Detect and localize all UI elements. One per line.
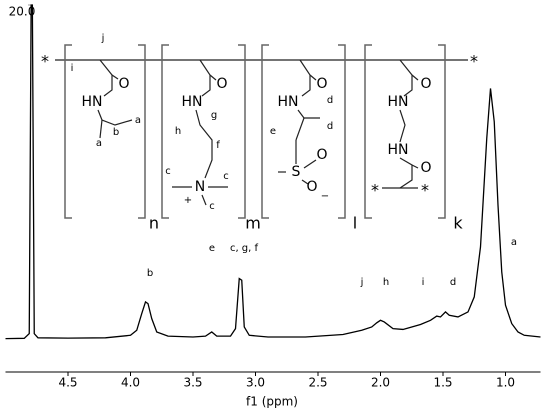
bond: [297, 109, 320, 119]
y-tick-label: 20.0: [9, 5, 36, 19]
peak-label: e: [209, 243, 215, 254]
structure-label: N: [195, 179, 205, 195]
structure-label: d: [327, 95, 333, 106]
structure-label: j: [101, 33, 105, 44]
structure-label: S: [292, 164, 301, 180]
bracket: [161, 44, 169, 219]
structure-label: k: [453, 214, 463, 233]
structure-label: O: [316, 147, 327, 163]
structure-label: *: [41, 52, 49, 71]
bracket: [438, 44, 446, 219]
structure-label: i: [71, 63, 74, 74]
peak-label: h: [383, 277, 389, 288]
peak-label: j: [360, 277, 364, 288]
structure-label: c: [209, 201, 215, 212]
bond: [301, 179, 309, 185]
structure-label: *: [421, 181, 429, 200]
structure-label: O: [306, 179, 317, 195]
x-tick-label: 1.5: [433, 376, 452, 390]
structure-label: f: [216, 140, 220, 151]
structure-label: h: [175, 126, 181, 137]
structure-label: e: [270, 126, 276, 137]
x-tick-label: 4.0: [121, 376, 140, 390]
bond: [201, 194, 207, 206]
structure-label: c: [223, 171, 229, 182]
structure-label: *: [470, 52, 478, 71]
bond: [199, 59, 211, 97]
x-axis-label: f1 (ppm): [246, 395, 298, 409]
bond: [399, 59, 413, 97]
x-tick-label: 2.0: [371, 376, 390, 390]
bracket: [364, 44, 372, 219]
structure-label: d: [327, 121, 333, 132]
bond: [309, 74, 317, 81]
structure-label: *: [371, 181, 379, 200]
structure-label: a: [135, 115, 141, 126]
bracket: [138, 44, 146, 219]
bond: [99, 119, 103, 139]
structure-label: O: [118, 76, 129, 92]
peak-label: c, g, f: [230, 243, 259, 254]
bond: [295, 117, 305, 141]
bracket: [238, 44, 246, 219]
bond: [97, 109, 133, 126]
bond: [299, 59, 311, 97]
structure-label: HN: [278, 94, 299, 110]
bond: [209, 74, 217, 81]
spectrum-line: [5, 4, 541, 340]
structure-label: HN: [388, 142, 409, 158]
structure-label: +: [184, 195, 192, 206]
structure-label: l: [353, 214, 357, 233]
structure-label: b: [113, 127, 119, 138]
structure-label: HN: [82, 94, 103, 110]
structure-label: O: [420, 76, 431, 92]
structure-label: HN: [182, 94, 203, 110]
bracket: [338, 44, 346, 219]
x-tick-label: 3.5: [183, 376, 202, 390]
structure-label: m: [245, 214, 261, 233]
bracket: [261, 44, 269, 219]
structure-label: O: [216, 76, 227, 92]
x-tick-label: 4.5: [58, 376, 77, 390]
bond: [99, 59, 113, 97]
structure-label: −: [321, 191, 329, 202]
structure-label: c: [165, 166, 171, 177]
x-tick-label: 2.5: [308, 376, 327, 390]
bond: [399, 157, 413, 189]
peak-label: b: [147, 268, 153, 279]
bracket: [64, 44, 72, 219]
structure: * j i O HN b a a n O HN g h f c N + c c …: [41, 33, 478, 233]
bond: [411, 74, 419, 81]
bond: [411, 164, 419, 169]
x-tick-label: 1.0: [496, 376, 515, 390]
bond: [111, 74, 119, 80]
bond: [399, 109, 406, 143]
bond: [195, 109, 213, 179]
peak-label: a: [511, 237, 517, 248]
bond: [303, 159, 317, 169]
structure-label: O: [316, 76, 327, 92]
structure-label: O: [420, 160, 431, 176]
structure-label: HN: [388, 94, 409, 110]
peak-label: d: [450, 277, 456, 288]
structure-label: n: [149, 214, 159, 233]
x-tick-label: 3.0: [246, 376, 265, 390]
peak-label: i: [422, 277, 425, 288]
structure-label: g: [211, 110, 217, 121]
structure-label: a: [96, 138, 102, 149]
